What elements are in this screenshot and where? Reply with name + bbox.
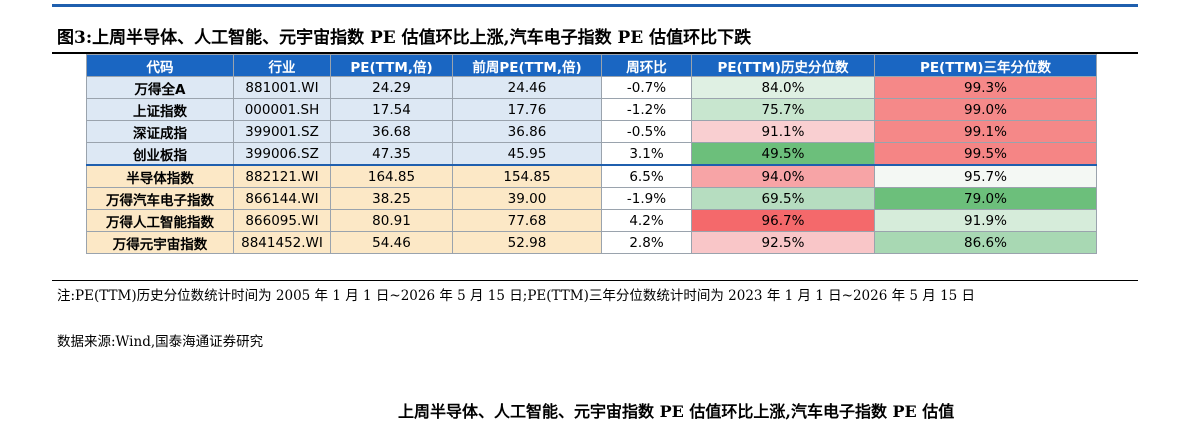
header-industry: 行业 [233,54,331,77]
pe-cell: 80.91 [330,209,453,232]
hist-pct-cell: 75.7% [691,98,875,121]
hist-pct-cell: 94.0% [691,164,875,188]
table-note: 注:PE(TTM)历史分位数统计时间为 2005 年 1 月 1 日~2026 … [57,288,976,304]
hist-pct-cell: 84.0% [691,76,875,99]
table-row: 半导体指数 882121.WI 164.85 154.85 6.5% 94.0% 95.7% [86,164,1097,188]
pe-prev-cell: 77.68 [452,209,602,232]
industry-cell: 866144.WI [233,187,331,210]
header-hist-pct: PE(TTM)历史分位数 [691,54,875,77]
industry-cell: 000001.SH [233,98,331,121]
three-pct-cell: 99.1% [874,120,1097,143]
table-row: 万得人工智能指数 866095.WI 80.91 77.68 4.2% 96.7% 91.9… [86,209,1097,232]
code-cell: 万得全A [86,76,234,99]
three-pct-cell: 99.0% [874,98,1097,121]
table-row: 万得汽车电子指数 866144.WI 38.25 39.00 -1.9% 69.5% 79.… [86,187,1097,210]
table-row: 万得全A 881001.WI 24.29 24.46 -0.7% 84.0% 99.3% [86,76,1097,99]
hist-pct-cell: 92.5% [691,231,875,254]
wow-cell: 3.1% [601,142,692,166]
three-pct-cell: 91.9% [874,209,1097,232]
header-code: 代码 [86,54,234,77]
wow-cell: -1.9% [601,187,692,210]
pe-cell: 38.25 [330,187,453,210]
pe-prev-cell: 39.00 [452,187,602,210]
pe-prev-cell: 45.95 [452,142,602,166]
pe-cell: 47.35 [330,142,453,166]
pe-prev-cell: 52.98 [452,231,602,254]
wow-cell: -0.7% [601,76,692,99]
three-pct-cell: 79.0% [874,187,1097,210]
table-row: 创业板指 399006.SZ 47.35 45.95 3.1% 49.5% 99.5% [86,142,1097,166]
pe-prev-cell: 24.46 [452,76,602,99]
pe-cell: 36.68 [330,120,453,143]
hist-pct-cell: 91.1% [691,120,875,143]
table-row: 万得元宇宙指数 8841452.WI 54.46 52.98 2.8% 92.5% 86.6… [86,231,1097,254]
pe-prev-cell: 17.76 [452,98,602,121]
data-source: 数据来源:Wind,国泰海通证券研究 [57,334,264,350]
wow-cell: -0.5% [601,120,692,143]
header-three-pct: PE(TTM)三年分位数 [874,54,1097,77]
wow-cell: 6.5% [601,164,692,188]
header-pe: PE(TTM,倍) [330,54,453,77]
code-cell: 万得元宇宙指数 [86,231,234,254]
bottom-rule [52,280,1138,281]
figure-title: 图3:上周半导体、人工智能、元宇宙指数 PE 估值环比上涨,汽车电子指数 PE … [57,28,752,48]
top-rule [52,4,1138,7]
pe-prev-cell: 36.86 [452,120,602,143]
industry-cell: 399001.SZ [233,120,331,143]
table-row: 深证成指 399001.SZ 36.68 36.86 -0.5% 91.1% 99.1% [86,120,1097,143]
pe-cell: 54.46 [330,231,453,254]
wow-cell: 4.2% [601,209,692,232]
three-pct-cell: 99.5% [874,142,1097,166]
header-pe-prev: 前周PE(TTM,倍) [452,54,602,77]
three-pct-cell: 95.7% [874,164,1097,188]
pe-valuation-table: 代码 行业 PE(TTM,倍) 前周PE(TTM,倍) 周环比 PE(TTM)历… [86,54,1097,254]
industry-cell: 399006.SZ [233,142,331,166]
code-cell: 万得人工智能指数 [86,209,234,232]
code-cell: 深证成指 [86,120,234,143]
table-row: 上证指数 000001.SH 17.54 17.76 -1.2% 75.7% 99.0% [86,98,1097,121]
wow-cell: 2.8% [601,231,692,254]
industry-cell: 881001.WI [233,76,331,99]
header-row: 代码 行业 PE(TTM,倍) 前周PE(TTM,倍) 周环比 PE(TTM)历… [86,54,1097,77]
pe-cell: 24.29 [330,76,453,99]
code-cell: 上证指数 [86,98,234,121]
pe-prev-cell: 154.85 [452,164,602,188]
industry-cell: 866095.WI [233,209,331,232]
title-rule [52,52,1138,54]
pe-cell: 164.85 [330,164,453,188]
hist-pct-cell: 69.5% [691,187,875,210]
hist-pct-cell: 96.7% [691,209,875,232]
industry-cell: 8841452.WI [233,231,331,254]
next-section-title: 上周半导体、人工智能、元宇宙指数 PE 估值环比上涨,汽车电子指数 PE 估值 [398,402,955,421]
three-pct-cell: 86.6% [874,231,1097,254]
header-wow: 周环比 [601,54,692,77]
industry-cell: 882121.WI [233,164,331,188]
wow-cell: -1.2% [601,98,692,121]
pe-cell: 17.54 [330,98,453,121]
hist-pct-cell: 49.5% [691,142,875,166]
code-cell: 创业板指 [86,142,234,166]
three-pct-cell: 99.3% [874,76,1097,99]
code-cell: 半导体指数 [86,164,234,188]
code-cell: 万得汽车电子指数 [86,187,234,210]
